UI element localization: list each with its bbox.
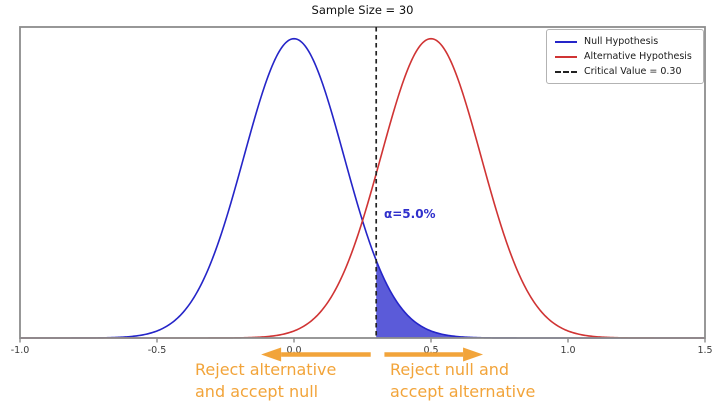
annotation-reject-alternative-line1: Reject alternative — [195, 360, 337, 379]
critical-value-dashed-line-icon — [555, 70, 577, 73]
legend-label-critical-value: Critical Value = 0.30 — [584, 66, 682, 77]
axes-frame — [19, 26, 706, 339]
x-tick-label: 1.0 — [560, 345, 575, 356]
chart-title: Sample Size = 30 — [311, 3, 414, 17]
x-tick-label: 0.5 — [423, 345, 438, 356]
legend-item-null: Null Hypothesis — [555, 36, 697, 47]
x-tick-label: -1.0 — [11, 345, 30, 356]
annotation-reject-null-line2: accept alternative — [390, 382, 536, 401]
annotation-reject-alternative: Reject alternative and accept null — [195, 359, 336, 403]
x-tick-label: 0.0 — [286, 345, 301, 356]
x-tick-label: 1.5 — [697, 345, 712, 356]
legend-item-critical-value: Critical Value = 0.30 — [555, 66, 697, 77]
legend-label-alternative: Alternative Hypothesis — [584, 51, 692, 62]
null-hypothesis-line-icon — [555, 40, 577, 43]
legend-label-null: Null Hypothesis — [584, 36, 659, 47]
alpha-shaded-region — [376, 260, 705, 338]
alternative-hypothesis-line-icon — [555, 55, 577, 58]
annotation-reject-null-line1: Reject null and — [390, 360, 510, 379]
x-tick-label: -0.5 — [148, 345, 167, 356]
reject-alternative-arrow-icon — [261, 347, 282, 362]
legend: Null Hypothesis Alternative Hypothesis C… — [546, 29, 704, 84]
annotation-reject-alternative-line2: and accept null — [195, 382, 319, 401]
legend-item-alternative: Alternative Hypothesis — [555, 51, 697, 62]
reject-null-arrow-icon — [463, 347, 484, 362]
alpha-label: α=5.0% — [384, 207, 436, 221]
annotation-reject-null: Reject null and accept alternative — [390, 359, 535, 403]
